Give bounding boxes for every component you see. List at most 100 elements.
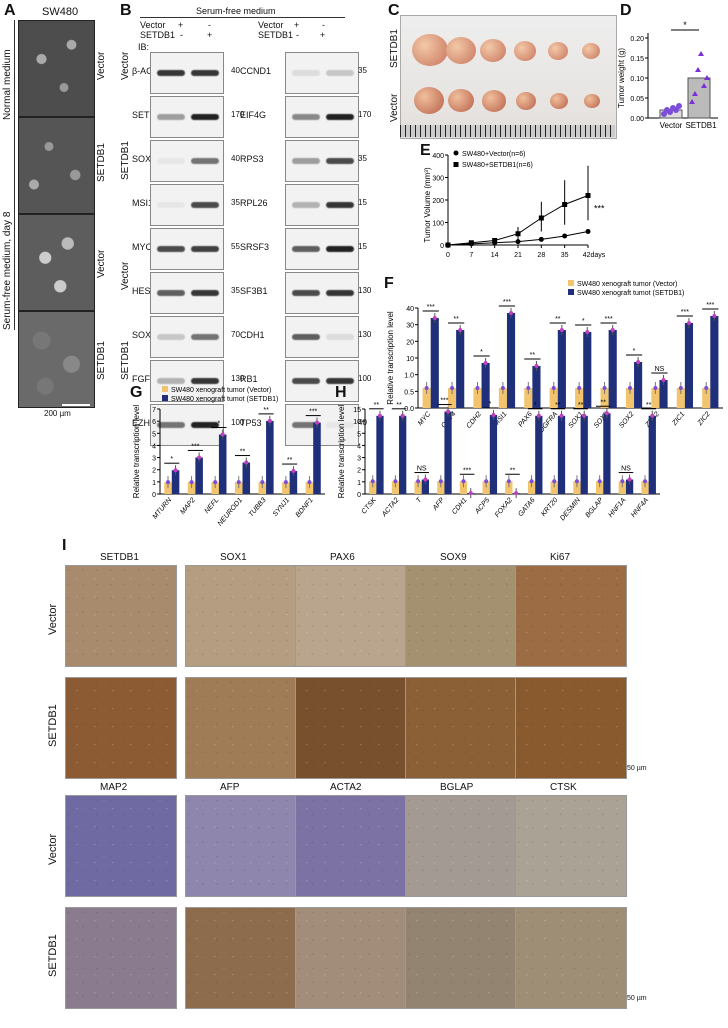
ihc-image — [65, 677, 177, 779]
blot-band — [157, 334, 185, 340]
e-x-tick-label: 28 — [537, 252, 545, 259]
panel-b-row-setdb1-l: SETDB1 — [140, 30, 176, 40]
blot-band — [191, 114, 219, 120]
point-vector — [620, 479, 625, 484]
blot-panel — [150, 404, 224, 446]
point-vector — [416, 479, 421, 484]
bar-vector — [369, 481, 377, 494]
ihc-image — [515, 907, 627, 1009]
ihc-column-header: BGLAP — [440, 782, 474, 793]
y-tick-label: 20 — [406, 339, 414, 346]
point-setdb1 — [509, 311, 514, 315]
bar-setdb1 — [481, 363, 490, 408]
blot-band — [326, 422, 354, 428]
e-y-tick-label: 200 — [432, 198, 444, 205]
ihc-column-header: Ki67 — [550, 552, 571, 563]
blot-band — [292, 290, 320, 296]
point-setdb1 — [468, 491, 473, 496]
sig-label: *** — [503, 299, 511, 306]
point-vector — [484, 479, 489, 484]
blot-band — [292, 378, 320, 384]
blot-protein-label: HES1 — [132, 286, 156, 296]
point-setdb1 — [585, 330, 590, 334]
e-point-setdb1 — [468, 240, 474, 246]
tumor-vector — [550, 93, 568, 110]
bar-vector — [482, 481, 490, 494]
point-setdb1 — [314, 420, 319, 425]
panel-g-label: G — [130, 384, 143, 401]
blot-band — [191, 334, 219, 340]
gene-label: MTURN — [152, 496, 174, 521]
ihc-image — [295, 677, 407, 779]
blot-protein-label: CCND1 — [240, 66, 272, 76]
sig-label: ** — [374, 402, 380, 409]
gene-label: AFP — [431, 497, 446, 513]
bar-vector — [422, 388, 431, 408]
point-vector — [475, 386, 480, 390]
blot-band — [191, 378, 219, 384]
sig-label: ** — [396, 402, 402, 409]
sig-label: ** — [287, 457, 293, 464]
blot-band — [157, 158, 185, 164]
e-x-tick-label: 0 — [446, 252, 450, 259]
ihc-image — [65, 795, 177, 897]
ihc-image — [185, 795, 297, 897]
blot-band — [326, 158, 354, 164]
gene-label: HNF4A — [630, 497, 650, 519]
bar-setdb1 — [532, 366, 541, 408]
tumor-vector — [448, 89, 474, 113]
e-legend-marker-vector — [453, 150, 459, 156]
tumor-setdb1 — [548, 42, 568, 60]
bar-vector — [527, 481, 536, 494]
point-setdb1 — [432, 316, 437, 320]
ihc-image — [515, 795, 627, 897]
legend-swatch-vector — [568, 280, 574, 286]
tumor-setdb1 — [480, 39, 506, 63]
d-point-setdb1 — [692, 91, 698, 96]
e-y-tick-label: 300 — [432, 176, 444, 183]
panel-b-row-setdb1-r-minus: - — [296, 30, 299, 40]
blot-mw-label: 70 — [231, 330, 240, 339]
blot-panel — [285, 404, 359, 446]
blot-mw-label: 100 — [231, 418, 245, 427]
y-tick-label: 0 — [357, 492, 361, 499]
e-point-vector — [538, 236, 544, 242]
blot-band — [326, 114, 354, 120]
tumor-setdb1 — [446, 37, 476, 64]
blot-band — [326, 202, 354, 208]
panel-b-header-line — [140, 17, 345, 18]
point-setdb1 — [661, 378, 666, 382]
panel-b-group-vector-l2: Vector — [120, 261, 131, 290]
tumor-setdb1 — [514, 41, 536, 61]
sig-label: NS — [655, 366, 665, 373]
e-point-vector — [562, 233, 568, 239]
blot-mw-label: 15 — [358, 242, 367, 251]
e-sig: *** — [594, 203, 605, 213]
bar-vector — [575, 388, 584, 408]
ihc-image — [405, 565, 517, 667]
y-tick-label: 1 — [152, 480, 156, 487]
panel-b-header: Serum-free medium — [196, 6, 276, 16]
bar-vector — [414, 481, 422, 494]
tumor-setdb1 — [582, 43, 600, 60]
legend-setdb1: SW480 xenograft tumot (SETDB1) — [171, 396, 278, 403]
panel-b-row-setdb1-l-minus: - — [180, 30, 183, 40]
point-vector — [552, 479, 557, 484]
blot-protein-label: SRSF3 — [240, 242, 270, 252]
bar-vector — [437, 481, 445, 494]
point-setdb1 — [582, 413, 587, 418]
blot-band — [191, 202, 219, 208]
sig-label: ** — [578, 402, 584, 409]
blot-band — [157, 422, 185, 428]
point-vector — [189, 480, 194, 485]
blot-band — [292, 202, 320, 208]
ihc-column-header: CTSK — [550, 782, 577, 793]
blot-protein-label: RPL26 — [240, 198, 268, 208]
blot-panel — [150, 96, 224, 138]
panel-a-row-setdb1-1: SETDB1 — [96, 143, 107, 182]
sig-label: * — [170, 456, 173, 463]
sig-label: *** — [440, 398, 448, 405]
point-setdb1 — [627, 477, 632, 482]
micrograph-serumfree-vector — [18, 214, 95, 311]
blot-panel — [150, 272, 224, 314]
